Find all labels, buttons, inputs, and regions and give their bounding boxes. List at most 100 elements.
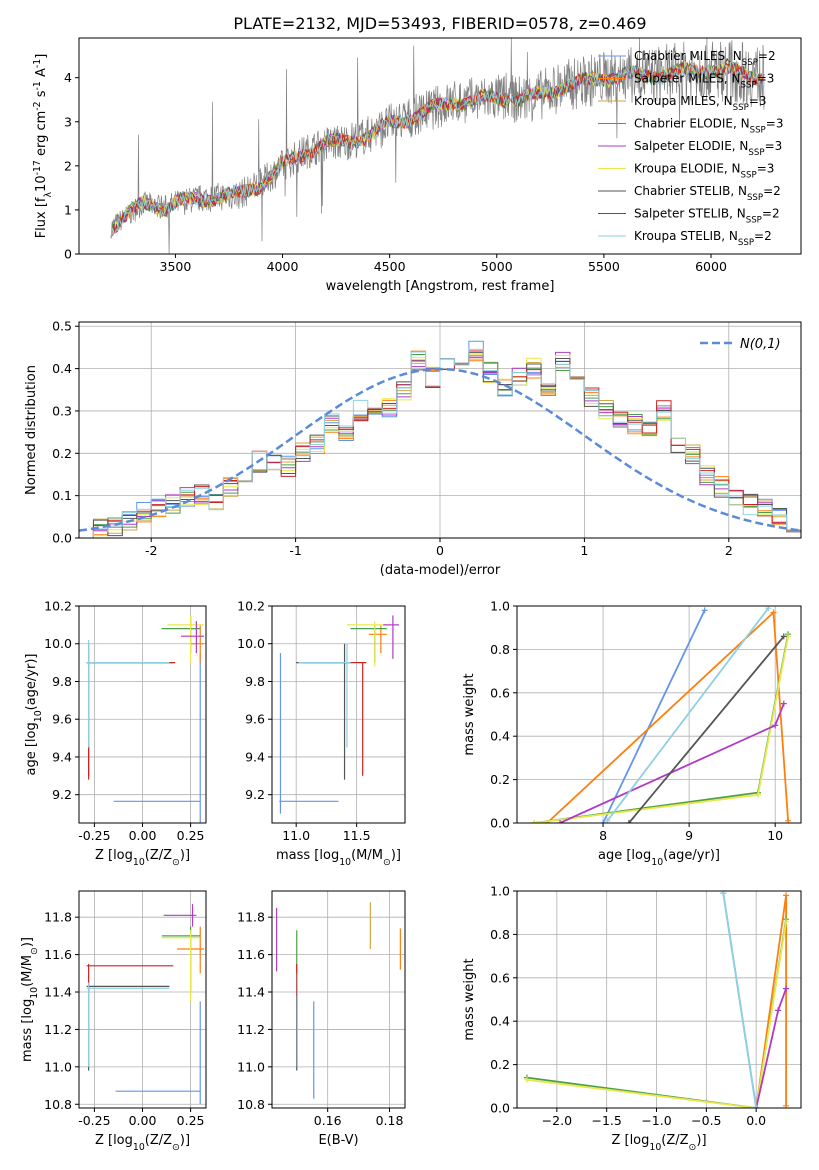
x-tick-label: 6000 — [695, 259, 727, 274]
x-tick-label: 0.0 — [746, 1113, 766, 1128]
axes-frame — [78, 37, 802, 255]
y-tick-label: 0.2 — [490, 1057, 510, 1072]
legend-label: Kroupa ELODIE, NSSP=3 — [634, 162, 774, 181]
x-axis-label: Z [log10(Z/Z⊙)] — [611, 1133, 706, 1153]
weight-line — [722, 893, 758, 1108]
weight-marker — [783, 918, 790, 925]
y-axis-label: Flux [fλ10-17 erg cm-2 s-1 A-1] — [32, 54, 54, 239]
weight-marker — [625, 820, 632, 823]
residual-histogram — [79, 351, 801, 538]
residual-histogram — [79, 353, 801, 538]
y-tick-label: 11.0 — [44, 1059, 72, 1074]
y-tick-label: 10.2 — [237, 599, 265, 614]
x-tick-label: 0.18 — [376, 1113, 404, 1128]
residual-histogram — [79, 358, 801, 538]
y-tick-label: 0.8 — [490, 927, 510, 942]
x-tick-label: 10 — [767, 828, 783, 843]
weight-line — [602, 609, 706, 823]
axes-frame — [78, 890, 207, 1109]
axes-frame — [516, 890, 802, 1109]
x-tick-label: -0.25 — [78, 1113, 110, 1128]
y-tick-label: 0.6 — [490, 970, 510, 985]
legend-label: Chabrier ELODIE, NSSP=3 — [634, 117, 783, 136]
legend-label: Kroupa STELIB, NSSP=2 — [634, 229, 772, 248]
y-tick-label: 11.0 — [237, 1059, 265, 1074]
spectrum-legend: Chabrier MILES, NSSP=2 Salpeter MILES, NS… — [598, 49, 783, 248]
spectrum-panel: 3500 4000 4500 5000 5500 6000 0 1 2 3 4 wavelength … — [32, 37, 802, 294]
x-tick-label: 0.00 — [129, 828, 157, 843]
y-tick-label: 0.2 — [52, 446, 72, 461]
y-tick-label: 10.0 — [237, 636, 265, 651]
legend-label: Salpeter ELODIE, NSSP=3 — [634, 139, 782, 158]
x-tick-label: -0.25 — [78, 828, 110, 843]
residual-histogram — [79, 340, 801, 538]
legend-label: Salpeter STELIB, NSSP=2 — [634, 207, 780, 226]
axes-frame — [271, 890, 406, 1109]
y-tick-label: 9.4 — [245, 749, 265, 764]
x-tick-label: −1.0 — [641, 1113, 671, 1128]
x-tick-label: 11.0 — [282, 828, 310, 843]
x-tick-label: -1 — [289, 543, 301, 558]
y-tick-label: 0.4 — [52, 361, 72, 376]
y-tick-label: 3 — [64, 114, 72, 129]
y-tick-label: 0 — [64, 247, 72, 262]
y-tick-label: 0.2 — [490, 772, 510, 787]
x-tick-label: -2 — [145, 543, 157, 558]
x-tick-label: 0.25 — [177, 1113, 205, 1128]
weight-marker — [523, 1076, 530, 1083]
y-tick-label: 10.8 — [44, 1097, 72, 1112]
weight-marker — [780, 633, 787, 640]
weight-line — [606, 607, 770, 822]
x-axis-label: E(B-V) — [318, 1133, 358, 1148]
x-tick-label: 3500 — [160, 259, 192, 274]
x-tick-label: 4500 — [374, 259, 406, 274]
residual-histogram — [79, 350, 801, 538]
y-tick-label: 10.0 — [44, 636, 72, 651]
y-tick-label: 0.4 — [490, 1014, 510, 1029]
residual-histogram — [79, 348, 801, 538]
y-tick-label: 0.4 — [490, 729, 510, 744]
y-tick-label: 9.2 — [245, 787, 265, 802]
y-tick-label: 11.4 — [237, 985, 265, 1000]
y-tick-label: 4 — [64, 70, 72, 85]
x-tick-label: 9 — [685, 828, 693, 843]
y-axis-label: Normed distribution — [24, 365, 39, 495]
weight-line — [526, 921, 787, 1108]
y-tick-label: 9.8 — [245, 674, 265, 689]
weight-marker — [783, 892, 790, 899]
weight-vs-age-panel: 8 9 10 0.0 0.2 0.4 0.6 0.8 1.0 age [log10(age/yr)… — [462, 599, 802, 868]
y-tick-label: 9.6 — [52, 712, 72, 727]
weight-marker — [557, 820, 564, 823]
y-tick-label: 0.8 — [490, 642, 510, 657]
y-tick-label: 11.2 — [237, 1022, 265, 1037]
weight-marker — [780, 700, 787, 707]
x-tick-label: 5500 — [588, 259, 620, 274]
x-tick-label: 5000 — [481, 259, 513, 274]
x-tick-label: −0.5 — [691, 1113, 721, 1128]
y-tick-label: 1.0 — [490, 884, 510, 899]
x-tick-label: 11.5 — [343, 828, 371, 843]
y-axis-label: age [log10(age/yr)] — [24, 654, 44, 776]
legend-label: Chabrier STELIB, NSSP=2 — [634, 184, 781, 203]
y-tick-label: 11.8 — [44, 910, 72, 925]
x-tick-label: 0.16 — [314, 1113, 342, 1128]
model-spectrum — [110, 60, 765, 238]
residual-histogram — [79, 353, 801, 538]
x-tick-label: 0 — [436, 543, 444, 558]
y-tick-label: 2 — [64, 158, 72, 173]
x-axis-label: wavelength [Angstrom, rest frame] — [326, 279, 555, 294]
y-tick-label: 0.1 — [52, 488, 72, 503]
y-tick-label: 11.2 — [44, 1022, 72, 1037]
weight-marker — [531, 820, 538, 823]
age-vs-mass-panel: 11.0 11.5 9.2 9.4 9.6 9.8 10.0 10.2 mass [log10(… — [237, 599, 406, 868]
axes-frame — [78, 321, 802, 539]
legend-label: Chabrier MILES, NSSP=2 — [634, 49, 776, 68]
model-spectrum — [110, 60, 765, 238]
y-tick-label: 0.6 — [490, 685, 510, 700]
weight-line — [628, 635, 785, 823]
normal-curve — [79, 367, 801, 532]
x-axis-label: mass [log10(M/M⊙)] — [276, 848, 401, 868]
y-tick-label: 10.2 — [44, 599, 72, 614]
y-tick-label: 9.4 — [52, 749, 72, 764]
